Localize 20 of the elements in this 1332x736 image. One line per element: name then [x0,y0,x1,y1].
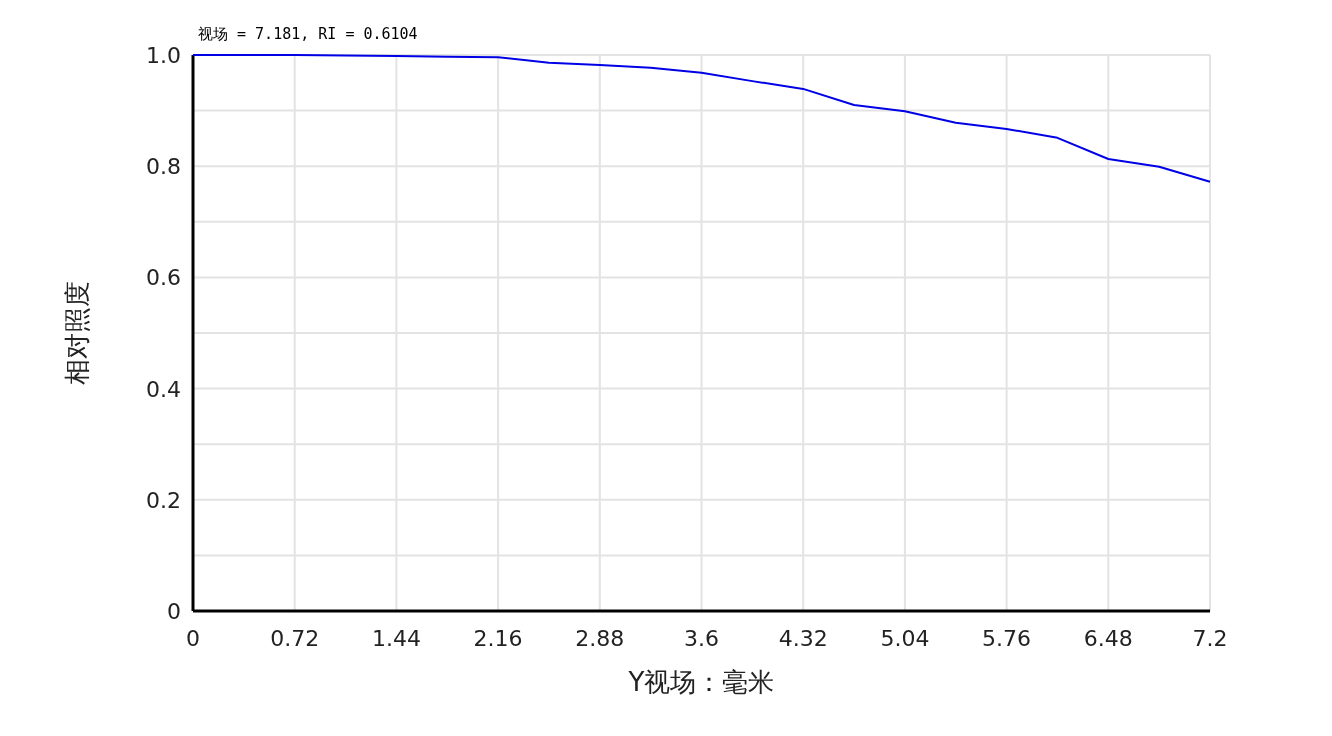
x-tick-label: 5.76 [982,626,1032,651]
y-tick-label: 0.8 [146,154,181,180]
y-tick-label: 0.2 [146,487,181,513]
x-axis-title: Y视场：毫米 [627,667,775,697]
x-tick-label: 1.44 [371,626,421,651]
y-tick-label: 0 [167,599,181,624]
x-tick-label: 0.72 [270,626,320,651]
x-tick-label: 5.04 [880,626,930,651]
y-tick-label: 1.0 [146,43,181,68]
x-tick-label: 2.16 [473,626,523,651]
y-tick-label: 0.4 [146,376,181,402]
x-tick-label: 3.6 [684,626,719,651]
x-tick-label: 2.88 [575,626,625,651]
x-tick-label: 6.48 [1083,626,1133,651]
x-tick-label: 7.2 [1192,626,1228,651]
x-tick-label: 4.32 [778,626,828,651]
x-tick-label: 0 [186,626,200,651]
y-axis-title: 相对照度 [62,281,92,385]
y-tick-label: 0.6 [146,265,181,291]
chart-title: 视场 = 7.181, RI = 0.6104 [198,25,418,43]
